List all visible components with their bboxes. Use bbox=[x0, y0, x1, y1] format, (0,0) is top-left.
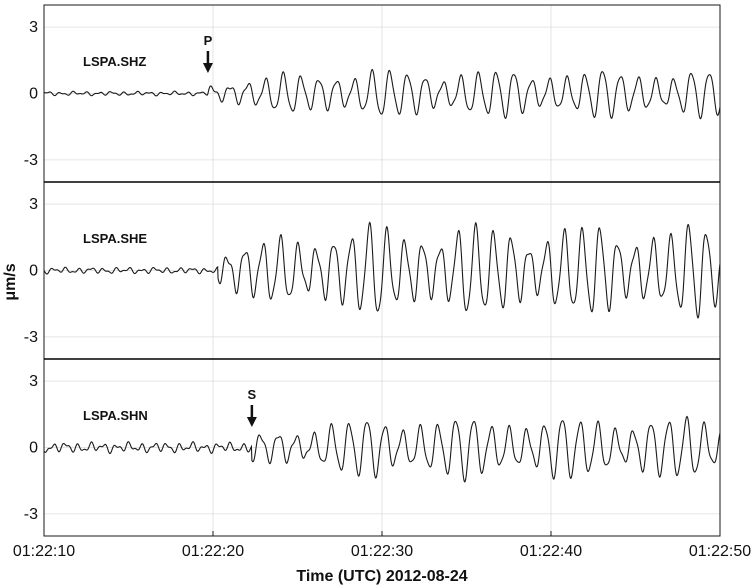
plot-area: -3 0 3 LSPA.SHZ P -3 0 3 LSPA.SHE -3 0 3 LSPA.SHN S 01… bbox=[2, 4, 751, 585]
panel-lspa-shz: -3 0 3 LSPA.SHZ P bbox=[24, 4, 721, 183]
y-tick-label: -3 bbox=[24, 329, 38, 346]
panel-lspa-shn: -3 0 3 LSPA.SHN S bbox=[24, 358, 721, 537]
panel-lspa-she: -3 0 3 LSPA.SHE bbox=[24, 181, 721, 360]
y-axis-title: μm/s bbox=[2, 263, 19, 300]
waveform-lspa-shz bbox=[43, 68, 721, 120]
y-tick-label: -3 bbox=[24, 152, 38, 169]
y-tick-label: 3 bbox=[29, 19, 38, 36]
x-axis-title: Time (UTC) 2012-08-24 bbox=[296, 568, 467, 585]
y-tick-label: 0 bbox=[29, 86, 38, 103]
waveform-lspa-she bbox=[43, 221, 721, 319]
y-tick-label: 0 bbox=[29, 440, 38, 457]
x-tick-label: 01:22:40 bbox=[520, 543, 582, 560]
phase-arrow-head bbox=[202, 63, 213, 73]
phase-arrow-head bbox=[246, 417, 257, 427]
y-tick-label: 3 bbox=[29, 373, 38, 390]
station-label: LSPA.SHZ bbox=[83, 54, 146, 69]
station-label: LSPA.SHE bbox=[83, 231, 147, 246]
y-tick-label: 0 bbox=[29, 263, 38, 280]
y-tick-label: 3 bbox=[29, 196, 38, 213]
y-tick-label: -3 bbox=[24, 506, 38, 523]
x-tick-label: 01:22:20 bbox=[182, 543, 244, 560]
phase-label-s: S bbox=[248, 387, 257, 402]
x-tick-label: 01:22:30 bbox=[351, 543, 413, 560]
station-label: LSPA.SHN bbox=[83, 408, 148, 423]
waveform-lspa-shn bbox=[43, 415, 721, 483]
x-tick-label: 01:22:50 bbox=[689, 543, 751, 560]
x-tick-label: 01:22:10 bbox=[13, 543, 75, 560]
phase-label-p: P bbox=[204, 33, 213, 48]
